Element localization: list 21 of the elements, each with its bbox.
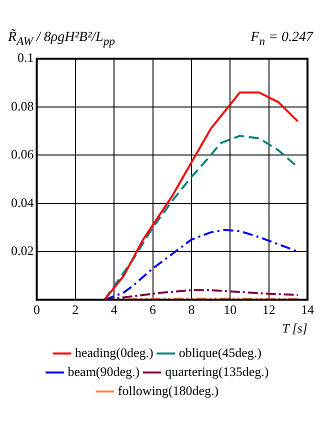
x-axis-title: T [s] <box>282 320 308 336</box>
y-tick-label: 0.04 <box>11 194 34 210</box>
y-tick-label: 0.02 <box>11 243 34 258</box>
legend-label: following(180deg.) <box>118 382 219 398</box>
y-axis-title: R̃$_{AW}$ / 8ρgH²B²/L$_{pp}$ <box>8 30 115 48</box>
text: F$_{n}$ = 0.247 <box>250 30 314 48</box>
x-tick-label: 4 <box>110 302 118 318</box>
legend-label: beam(90deg.) <box>68 364 140 379</box>
x-tick-label: 12 <box>262 302 276 318</box>
y-tick-label: 0.06 <box>11 146 34 162</box>
legend-label: oblique(45deg.) <box>178 344 262 360</box>
x-tick-label: 6 <box>150 302 157 318</box>
x-tick-label: 10 <box>224 302 237 318</box>
y-tick-label: 0.08 <box>11 98 34 114</box>
x-tick-label: 8 <box>188 302 195 318</box>
x-tick-label: 2 <box>72 302 79 318</box>
y-tick-label: 0.1 <box>18 50 34 66</box>
x-tick-label: 14 <box>301 302 314 318</box>
legend-label: quartering(135deg.) <box>165 364 269 379</box>
legend-label: heading(0deg.) <box>75 344 154 360</box>
x-tick-label: 0 <box>34 302 40 318</box>
